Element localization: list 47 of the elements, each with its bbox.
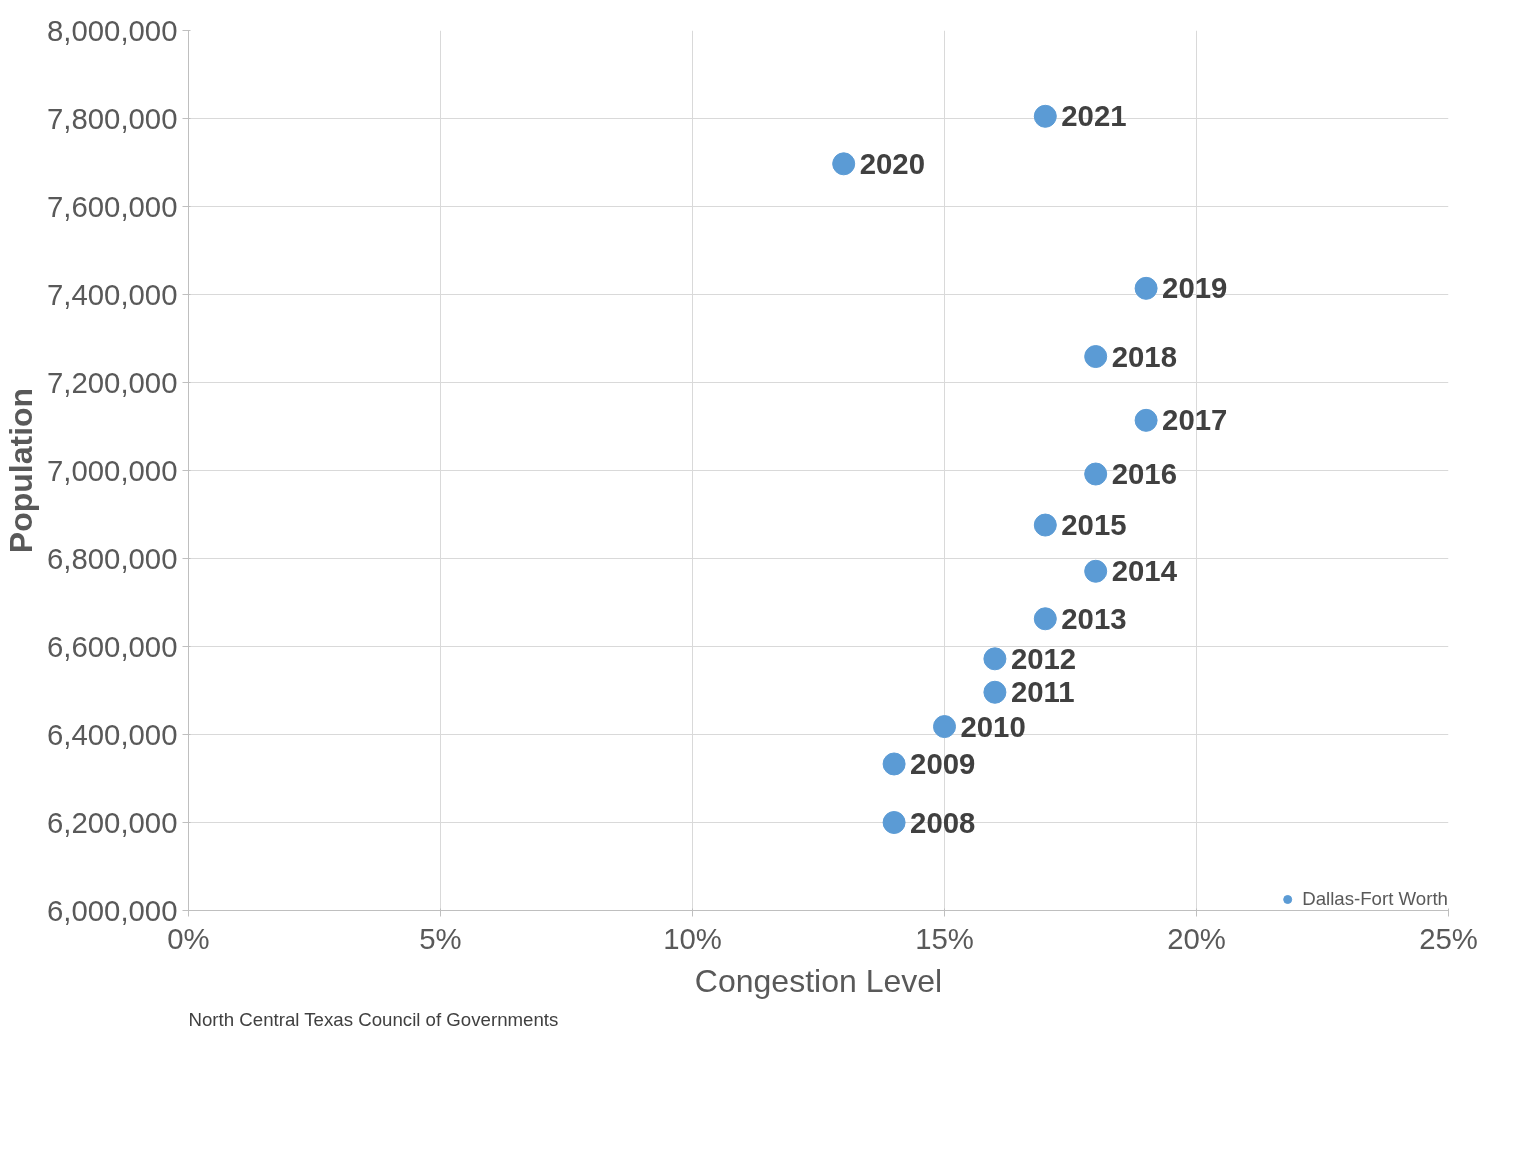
- annotation: 2009: [910, 746, 976, 780]
- annotation: 2014: [1111, 554, 1178, 588]
- annotation: 2018: [1111, 339, 1177, 373]
- y-tick-label: 6,400,000: [47, 717, 178, 751]
- point: [983, 680, 1007, 704]
- text: North Central Texas Council of Governments: [188, 1008, 559, 1030]
- x-tick-label: 5%: [419, 921, 462, 955]
- y-tick-label: 6,800,000: [47, 541, 178, 575]
- x-tick-label: 20%: [1167, 921, 1226, 955]
- y-tick-label: 8,000,000: [47, 13, 178, 47]
- point: [1134, 408, 1158, 432]
- point: [1084, 345, 1108, 369]
- y-tick-label: 7,200,000: [47, 365, 178, 399]
- point: [933, 715, 956, 739]
- point: [1033, 104, 1057, 128]
- annotation: 2021: [1061, 99, 1127, 133]
- annotation: 2016: [1111, 457, 1177, 491]
- x-axis-title: Congestion Level: [694, 962, 943, 999]
- y-tick-label: 6,200,000: [47, 805, 178, 839]
- x-tick-label: 25%: [1419, 921, 1478, 955]
- point: [1033, 607, 1057, 631]
- point: [1033, 513, 1057, 537]
- annotation: 2012: [1010, 641, 1077, 675]
- annotation: 2017: [1162, 403, 1228, 437]
- annotation: 2013: [1061, 601, 1127, 635]
- point: [832, 152, 856, 176]
- annotation: 2020: [859, 146, 925, 180]
- annotation: 2008: [910, 805, 976, 839]
- annotation: 2019: [1162, 271, 1228, 305]
- point: [1084, 559, 1108, 583]
- y-tick-label: 7,000,000: [47, 453, 178, 487]
- y-tick-label: 6,600,000: [47, 629, 178, 663]
- annotation: 2011: [1010, 675, 1075, 709]
- y-tick-label: 7,400,000: [47, 277, 178, 311]
- annotation: 2010: [960, 709, 1026, 743]
- point: [1134, 276, 1158, 300]
- y-tick-label: 7,800,000: [47, 101, 178, 135]
- point: [983, 647, 1007, 671]
- y-tick-label: 7,600,000: [47, 189, 178, 223]
- point: [1084, 462, 1108, 486]
- x-tick-label: 10%: [663, 921, 722, 955]
- legend-label: Dallas-Fort Worth: [1302, 888, 1448, 910]
- point: [882, 811, 906, 834]
- y-axis-title: Population: [3, 387, 40, 554]
- point: [882, 752, 906, 776]
- annotation: 2015: [1061, 508, 1127, 542]
- x-tick-label: 15%: [915, 921, 974, 955]
